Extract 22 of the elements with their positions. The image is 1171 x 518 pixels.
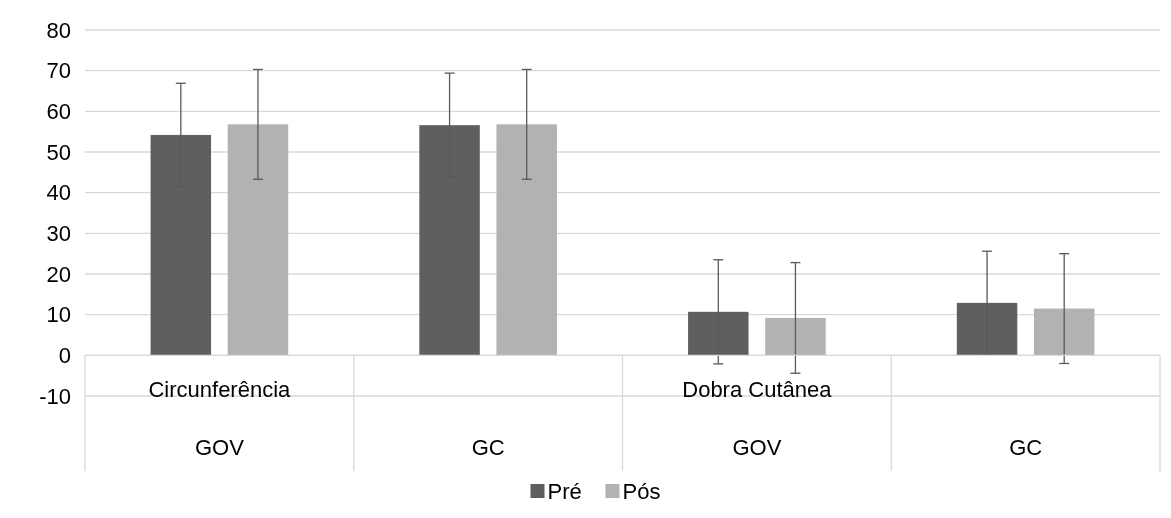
annotation: Dobra Cutânea [682, 377, 833, 403]
legend-label: Pós [622, 478, 661, 504]
y-tick-label: 50 [46, 139, 71, 165]
x-tick-label: GOV [194, 435, 245, 461]
x-tick-label: GC [1009, 435, 1043, 461]
bar [1033, 308, 1095, 356]
y-tick-label: 0 [58, 343, 71, 369]
y-tick-label: 30 [46, 221, 71, 247]
y-tick-label: 40 [46, 180, 71, 206]
y-tick-label: 20 [46, 261, 71, 287]
x-tick-label: GC [471, 435, 505, 461]
y-tick-label: -10 [39, 383, 71, 409]
bar [496, 124, 557, 356]
annotation: Circunferência [148, 377, 292, 403]
y-tick-label: 70 [46, 58, 71, 84]
y-tick-label: 60 [46, 99, 71, 125]
y-tick-label: 80 [46, 17, 71, 43]
legend-label: Pré [547, 478, 582, 504]
bar [765, 317, 826, 356]
x-tick-label: GOV [732, 435, 782, 461]
y-tick-label: 10 [46, 302, 71, 328]
bar [227, 124, 289, 356]
